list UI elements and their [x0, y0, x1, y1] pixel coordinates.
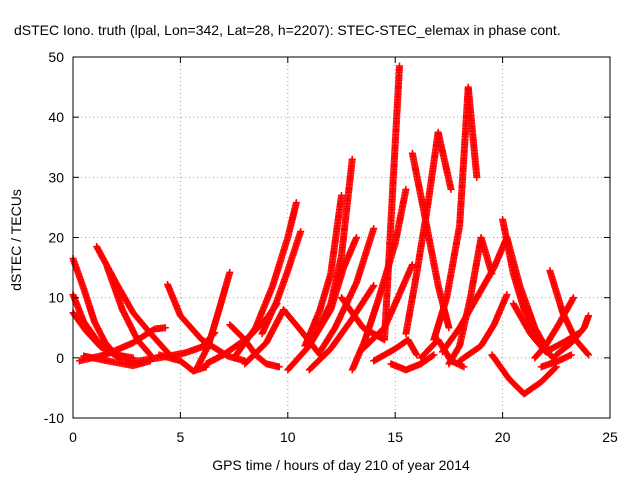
data-series — [155, 351, 210, 375]
x-tick-label: 20 — [495, 429, 511, 445]
data-series — [305, 234, 361, 350]
data-point — [275, 363, 283, 371]
data-point — [370, 224, 378, 232]
data-point — [353, 234, 361, 241]
data-series — [537, 351, 575, 371]
data-series — [488, 351, 560, 398]
data-point — [585, 312, 593, 320]
data-series — [338, 62, 403, 344]
data-point — [412, 349, 420, 357]
data-series — [445, 234, 496, 368]
data-point — [395, 62, 403, 70]
data-series — [194, 268, 234, 371]
data-series — [408, 149, 453, 332]
data-series — [531, 294, 577, 362]
data-point — [585, 351, 593, 359]
data-point — [430, 351, 438, 359]
data-point — [413, 351, 421, 359]
data-point — [569, 295, 577, 303]
data-point — [447, 185, 455, 193]
tick-marks — [72, 56, 611, 419]
x-tick-label: 0 — [69, 429, 77, 445]
y-tick-label: -10 — [44, 410, 64, 426]
y-tick-label: 0 — [56, 350, 64, 366]
data-point — [503, 291, 511, 299]
data-series — [552, 312, 593, 359]
data-point — [161, 324, 169, 332]
data-point — [226, 268, 234, 276]
data-point — [569, 294, 577, 302]
data-series — [387, 351, 438, 374]
data-series — [359, 261, 416, 353]
data-point — [297, 227, 305, 235]
data-point — [338, 191, 345, 199]
data-point — [370, 282, 378, 290]
data-point — [348, 155, 356, 163]
y-axis-title: dSTEC / TECUs — [8, 189, 24, 291]
x-tick-label: 15 — [387, 429, 403, 445]
y-tick-label: 40 — [48, 109, 64, 125]
data-point — [473, 173, 481, 181]
y-tick-label: 30 — [48, 169, 64, 185]
data-series — [103, 264, 154, 359]
data-series — [430, 83, 481, 344]
x-axis-title: GPS time / hours of day 210 of year 2014 — [212, 457, 470, 473]
data-point — [460, 363, 468, 371]
y-tick-label: 20 — [48, 230, 64, 246]
data-point — [369, 283, 377, 291]
data-point — [292, 199, 300, 207]
data-point — [584, 350, 592, 358]
x-tick-label: 5 — [177, 429, 185, 445]
data-series — [301, 191, 345, 350]
y-tick-label: 50 — [48, 49, 64, 65]
tick-labels: 0 5 10 15 20 25 -10 0 10 20 30 40 50 — [44, 49, 618, 445]
data-series — [305, 282, 378, 374]
x-tick-label: 25 — [602, 429, 618, 445]
data-series — [456, 291, 511, 365]
data-series — [370, 336, 421, 365]
data-point — [402, 185, 410, 193]
x-tick-label: 10 — [280, 429, 296, 445]
data-point — [567, 351, 575, 359]
y-tick-label: 10 — [48, 290, 64, 306]
data-series — [348, 185, 410, 374]
data-series — [258, 227, 305, 338]
data-points — [69, 62, 593, 398]
data-point — [429, 352, 437, 360]
chart-title: dSTEC Iono. truth (lpal, Lon=342, Lat=28… — [14, 22, 561, 38]
data-point — [445, 324, 453, 332]
data-series — [230, 199, 300, 362]
data-point — [551, 364, 559, 372]
